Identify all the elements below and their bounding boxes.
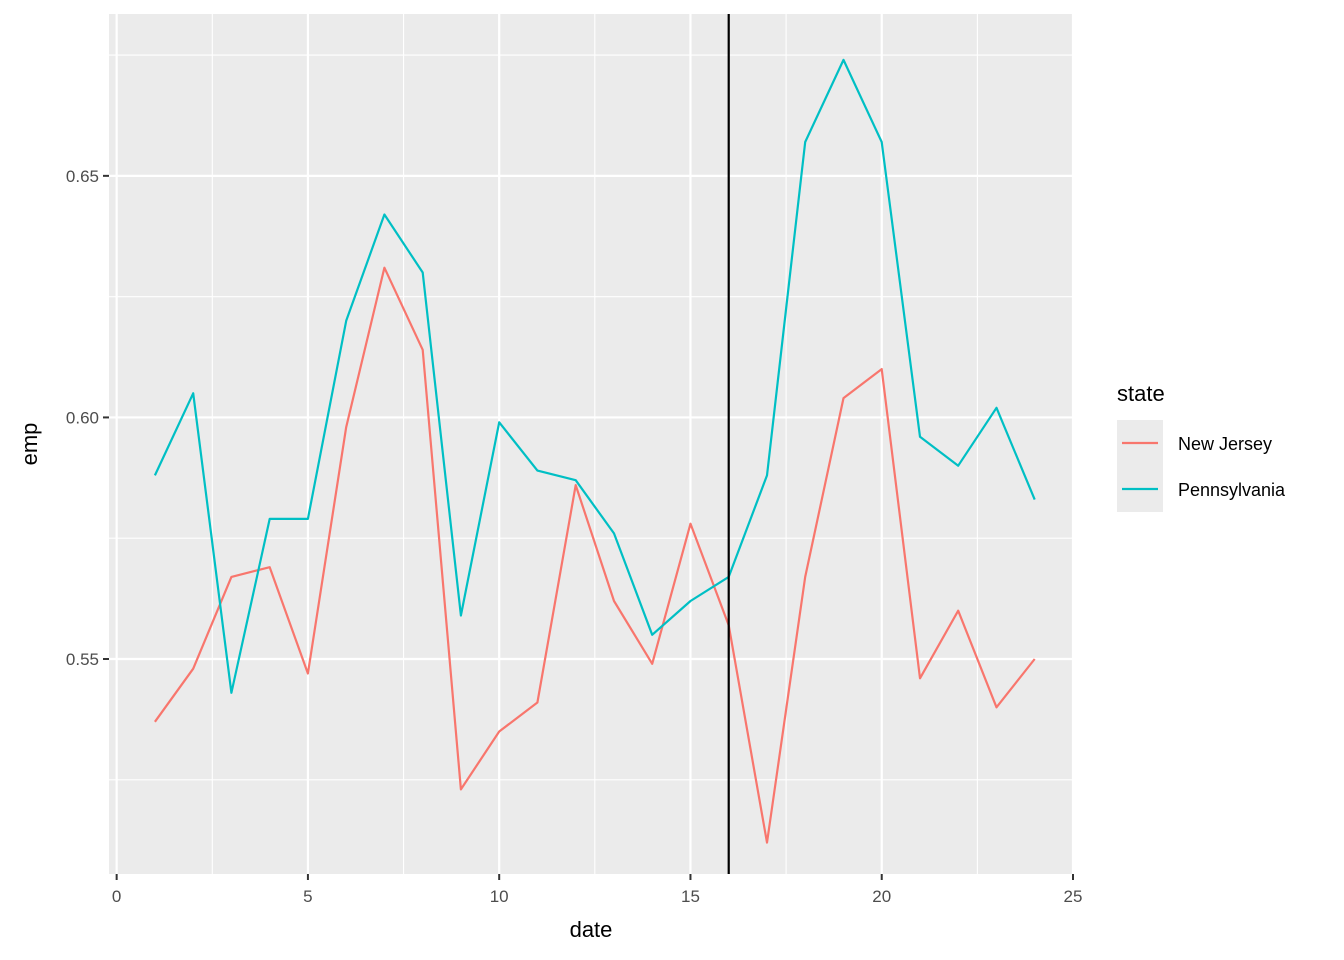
y-axis-title: emp <box>17 423 42 466</box>
legend-items: New Jersey Pennsylvania <box>1117 420 1286 512</box>
y-tick-label: 0.55 <box>66 650 99 669</box>
x-tick-label: 20 <box>872 887 891 906</box>
x-tick-label: 0 <box>112 887 121 906</box>
x-tick-label: 5 <box>303 887 312 906</box>
legend-title: state <box>1117 381 1165 406</box>
panel-background <box>109 14 1073 874</box>
legend-key-background <box>1117 420 1163 512</box>
x-tick-label: 15 <box>681 887 700 906</box>
x-tick-label: 25 <box>1064 887 1083 906</box>
y-tick-label: 0.60 <box>66 408 99 427</box>
x-axis-title: date <box>570 917 613 942</box>
y-tick-label: 0.65 <box>66 167 99 186</box>
minor-grid <box>109 14 1073 874</box>
legend-label: Pennsylvania <box>1178 480 1286 500</box>
series-line-new-jersey <box>154 266 1036 844</box>
major-grid <box>109 14 1075 874</box>
series-layer <box>153 58 1036 844</box>
x-tick-label: 10 <box>490 887 509 906</box>
legend-label: New Jersey <box>1178 434 1272 454</box>
x-axis: 0 5 10 15 20 25 <box>112 874 1083 906</box>
y-axis: 0.55 0.60 0.65 <box>66 167 109 669</box>
series-line-pennsylvania <box>153 58 1036 694</box>
legend: state New Jersey Pennsylvania <box>1117 381 1286 512</box>
